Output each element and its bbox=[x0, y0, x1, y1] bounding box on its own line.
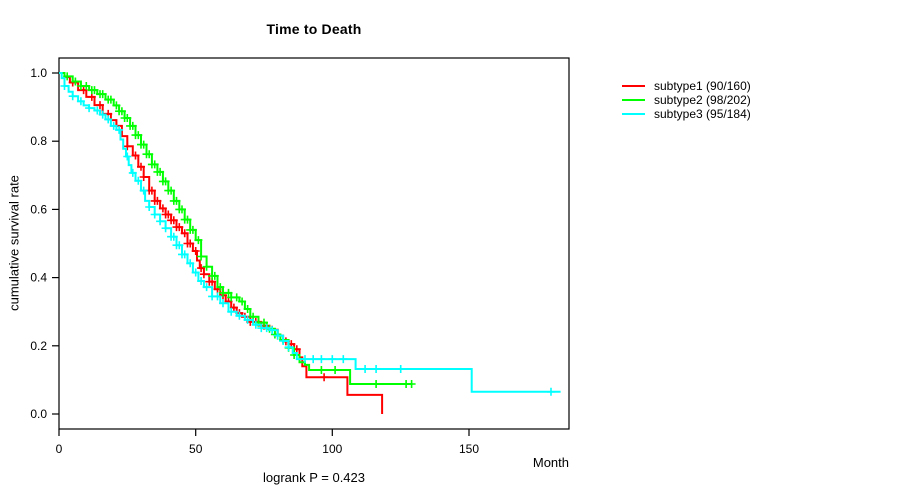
legend: subtype1 (90/160) subtype2 (98/202) subt… bbox=[622, 79, 751, 121]
x-axis-label: Month bbox=[532, 455, 569, 470]
svg-text:0.0: 0.0 bbox=[30, 407, 47, 421]
legend-label-subtype1: subtype1 (90/160) bbox=[654, 79, 751, 93]
legend-label-subtype2: subtype2 (98/202) bbox=[654, 93, 751, 107]
legend-item-subtype2: subtype2 (98/202) bbox=[622, 93, 751, 107]
svg-text:50: 50 bbox=[189, 442, 203, 456]
svg-text:0: 0 bbox=[56, 442, 63, 456]
legend-item-subtype3: subtype3 (95/184) bbox=[622, 107, 751, 121]
legend-item-subtype1: subtype1 (90/160) bbox=[622, 79, 751, 93]
svg-text:150: 150 bbox=[459, 442, 479, 456]
legend-label-subtype3: subtype3 (95/184) bbox=[654, 107, 751, 121]
svg-text:0.4: 0.4 bbox=[30, 271, 47, 285]
svg-text:100: 100 bbox=[322, 442, 342, 456]
logrank-annotation: logrank P = 0.423 bbox=[262, 470, 366, 485]
svg-text:0.8: 0.8 bbox=[30, 134, 47, 148]
y-axis-label: cumulative survival rate bbox=[6, 175, 22, 311]
legend-line-cyan bbox=[622, 113, 645, 115]
chart-title: Time to Death bbox=[266, 21, 362, 37]
svg-text:0.2: 0.2 bbox=[30, 339, 47, 353]
legend-line-green bbox=[622, 99, 645, 101]
svg-text:0.6: 0.6 bbox=[30, 202, 47, 216]
legend-line-red bbox=[622, 85, 645, 87]
svg-text:1.0: 1.0 bbox=[30, 66, 47, 80]
